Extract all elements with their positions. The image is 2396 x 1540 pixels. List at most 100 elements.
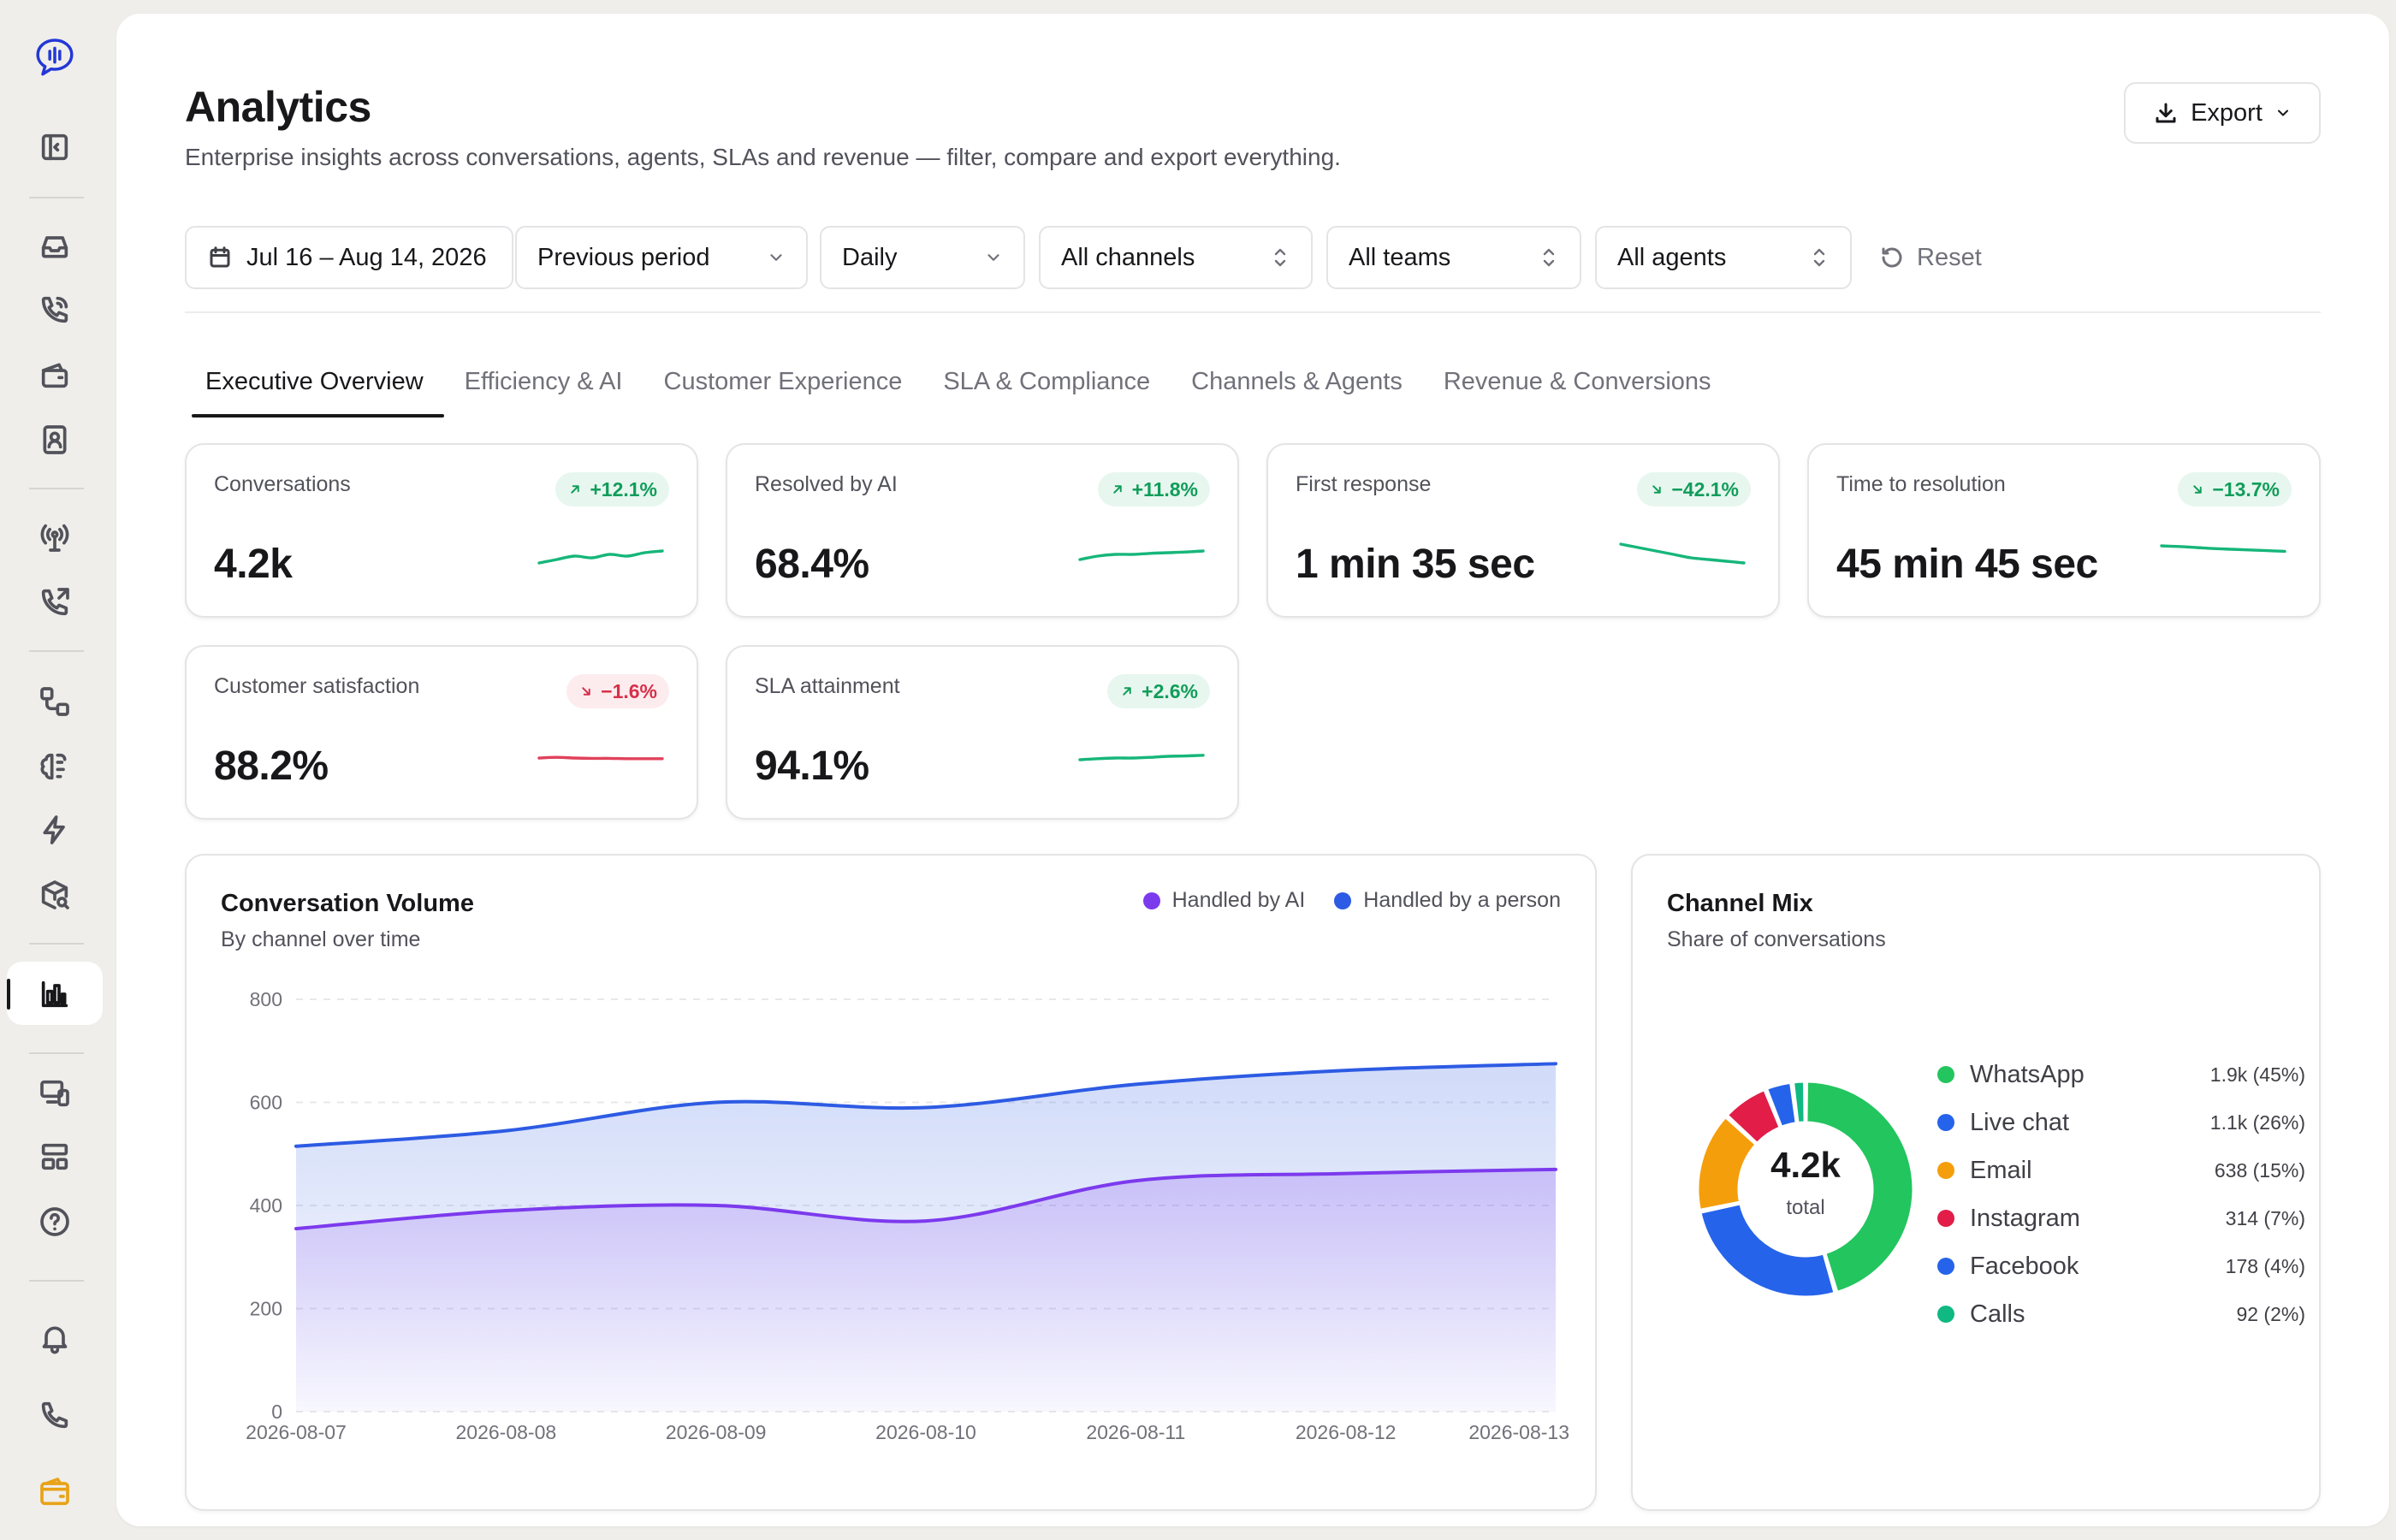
tab-sla-compliance[interactable]: SLA & Compliance xyxy=(943,368,1151,395)
x-tick-label: 2026-08-07 xyxy=(246,1421,347,1443)
outbound-call-icon[interactable] xyxy=(31,578,79,626)
legend-label: Calls xyxy=(1970,1300,2025,1328)
kpi-label: SLA attainment xyxy=(755,674,900,698)
kpi-card-time-to-resolution[interactable]: Time to resolution −13.7% 45 min 45 sec xyxy=(1807,443,2321,618)
legend-item-email[interactable]: Email 638 (15%) xyxy=(1937,1146,2305,1194)
legend-value: 638 (15%) xyxy=(2214,1158,2305,1182)
devices-icon[interactable] xyxy=(31,1069,79,1117)
trend-arrow-icon xyxy=(1123,687,1131,696)
kpi-sparkline xyxy=(2160,544,2286,554)
legend-item-live-chat[interactable]: Live chat 1.1k (26%) xyxy=(1937,1099,2305,1146)
legend-value: 1.9k (45%) xyxy=(2209,1063,2305,1086)
conversation-volume-card: Conversation Volume By channel over time… xyxy=(185,854,1597,1511)
bell-icon[interactable] xyxy=(31,1314,79,1362)
phone-call-icon[interactable] xyxy=(31,286,79,334)
y-tick-label: 600 xyxy=(250,1092,282,1114)
wallet-icon[interactable] xyxy=(31,1468,79,1516)
granularity-select[interactable]: Daily xyxy=(820,226,1025,289)
channels-select[interactable]: All channels xyxy=(1039,226,1313,289)
tab-executive-overview[interactable]: Executive Overview xyxy=(185,352,444,418)
knowledge-icon[interactable] xyxy=(31,871,79,919)
sidebar-separator xyxy=(29,488,84,489)
reset-button-label: Reset xyxy=(1917,243,1982,271)
channel-mix-legend: WhatsApp 1.9k (45%) Live chat 1.1k (26%) Ema… xyxy=(1937,1051,2305,1338)
legend-item-ai[interactable]: Handled by AI xyxy=(1142,888,1305,913)
kpi-card-first-response[interactable]: First response −42.1% 1 min 35 sec xyxy=(1266,443,1780,618)
automation-icon[interactable] xyxy=(31,806,79,854)
chevron-down-icon xyxy=(2277,110,2288,116)
teams-select[interactable]: All teams xyxy=(1326,226,1581,289)
trend-arrow-icon xyxy=(2193,485,2203,494)
trend-arrow-icon xyxy=(1112,485,1122,494)
x-tick-label: 2026-08-10 xyxy=(875,1421,976,1443)
broadcast-icon[interactable] xyxy=(31,513,79,561)
phone-icon[interactable] xyxy=(31,1391,79,1439)
inbox-icon[interactable] xyxy=(31,222,79,270)
y-tick-label: 200 xyxy=(250,1298,282,1320)
tab-channels-agents[interactable]: Channels & Agents xyxy=(1191,368,1403,395)
donut-slice-live-chat xyxy=(1699,1202,1836,1299)
compare-select[interactable]: Previous period xyxy=(515,226,808,289)
tickets-icon[interactable] xyxy=(31,351,79,399)
tab-revenue-conversions[interactable]: Revenue & Conversions xyxy=(1443,368,1711,395)
kpi-delta-badge: −1.6% xyxy=(566,674,669,708)
kpi-delta-badge: +12.1% xyxy=(555,472,669,506)
kpi-card-sla-attainment[interactable]: SLA attainment +2.6% 94.1% xyxy=(726,645,1239,820)
legend-item-facebook[interactable]: Facebook 178 (4%) xyxy=(1937,1242,2305,1290)
agents-select[interactable]: All agents xyxy=(1595,226,1852,289)
x-tick-label: 2026-08-08 xyxy=(456,1421,557,1443)
kpi-delta-value: +2.6% xyxy=(1142,679,1198,702)
help-icon[interactable] xyxy=(31,1198,79,1246)
logo-icon[interactable] xyxy=(31,34,79,82)
contacts-icon[interactable] xyxy=(31,416,79,464)
kpi-value: 1 min 35 sec xyxy=(1296,542,1535,587)
legend-label: Facebook xyxy=(1970,1252,2079,1280)
legend-item-whatsapp[interactable]: WhatsApp 1.9k (45%) xyxy=(1937,1051,2305,1099)
kpi-card-customer-satisfaction[interactable]: Customer satisfaction −1.6% 88.2% xyxy=(185,645,698,820)
kpi-card-conversations[interactable]: Conversations +12.1% 4.2k xyxy=(185,443,698,618)
x-tick-label: 2026-08-09 xyxy=(666,1421,767,1443)
series-line-person xyxy=(294,1062,1557,1148)
chart-legend: Handled by AI Handled by a person xyxy=(1142,888,1561,913)
kpi-label: Conversations xyxy=(214,472,351,496)
date-range-value: Jul 16 – Aug 14, 2026 xyxy=(246,243,487,271)
trend-arrow-icon xyxy=(1652,485,1662,494)
reset-button[interactable]: Reset xyxy=(1879,226,1982,289)
sidebar-toggle-icon[interactable] xyxy=(31,123,79,171)
export-button[interactable]: Export xyxy=(2124,82,2321,144)
sparkline-path xyxy=(537,755,664,761)
legend-label: Handled by a person xyxy=(1363,888,1561,912)
analytics-icon[interactable] xyxy=(31,970,79,1018)
x-tick-label: 2026-08-11 xyxy=(1086,1421,1185,1443)
legend-value: 92 (2%) xyxy=(2236,1302,2305,1325)
workflows-icon[interactable] xyxy=(31,678,79,726)
chevron-down-icon xyxy=(987,254,999,261)
legend-item-instagram[interactable]: Instagram 314 (7%) xyxy=(1937,1194,2305,1242)
sidebar xyxy=(0,0,116,1540)
download-icon xyxy=(2156,103,2176,123)
layout-icon[interactable] xyxy=(31,1133,79,1181)
kpi-delta-badge: −42.1% xyxy=(1637,472,1751,506)
card-subtitle: By channel over time xyxy=(221,927,421,951)
kpi-value: 4.2k xyxy=(214,542,293,587)
sidebar-separator xyxy=(29,943,84,945)
reset-icon xyxy=(1882,247,1902,268)
legend-item-person[interactable]: Handled by a person xyxy=(1334,888,1561,913)
kpi-label: Customer satisfaction xyxy=(214,674,420,698)
legend-swatch xyxy=(1937,1306,1954,1323)
sidebar-separator xyxy=(29,650,84,652)
tab-customer-experience[interactable]: Customer Experience xyxy=(663,368,903,395)
donut-slice-email xyxy=(1696,1115,1758,1212)
kpi-card-resolved-by-ai[interactable]: Resolved by AI +11.8% 68.4% xyxy=(726,443,1239,618)
legend-item-calls[interactable]: Calls 92 (2%) xyxy=(1937,1290,2305,1338)
series-area-ai xyxy=(296,1169,1556,1412)
trend-arrow-icon xyxy=(582,687,590,696)
chevron-down-icon xyxy=(770,254,782,261)
kpi-sparkline xyxy=(537,549,664,565)
tab-efficiency-ai[interactable]: Efficiency & AI xyxy=(464,368,623,395)
sidebar-separator xyxy=(29,1052,84,1054)
date-range-picker[interactable]: Jul 16 – Aug 14, 2026 xyxy=(185,226,513,289)
kpi-delta-value: −42.1% xyxy=(1671,477,1739,500)
donut-slice-calls xyxy=(1791,1080,1806,1125)
ai-brain-icon[interactable] xyxy=(31,743,79,791)
